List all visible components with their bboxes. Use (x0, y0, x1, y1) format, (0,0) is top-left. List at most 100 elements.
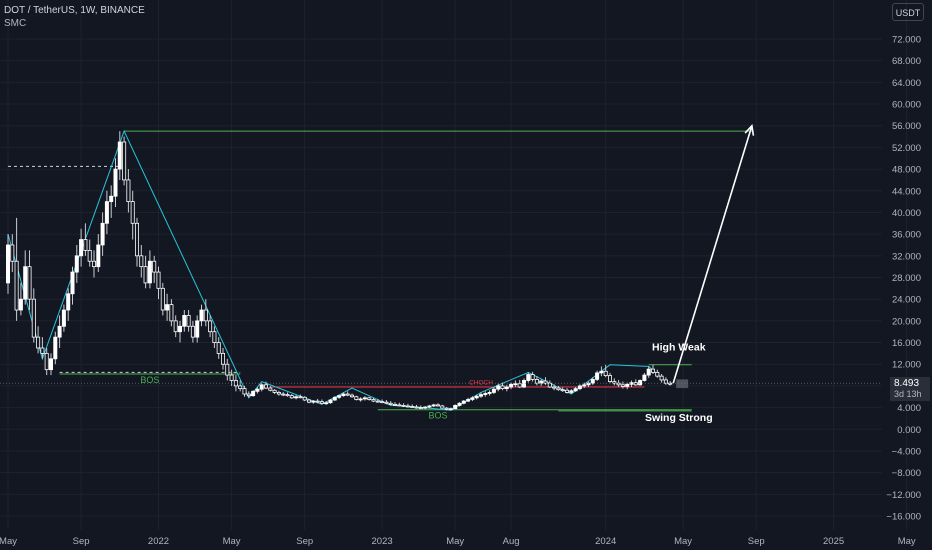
candle-body (160, 287, 165, 311)
candle-body (332, 396, 337, 401)
candle-body (319, 401, 324, 404)
candle-body (362, 397, 367, 400)
candle-body (259, 384, 264, 390)
current-zone (676, 379, 689, 389)
y-tick-label: 44.000 (892, 186, 921, 197)
candle-body (444, 407, 449, 410)
candle-body (453, 405, 458, 410)
candle-body (380, 401, 385, 404)
candle-body (6, 244, 11, 284)
candle-body (10, 244, 15, 262)
candles (6, 131, 673, 411)
candle-body (27, 266, 32, 300)
candle-body (66, 293, 71, 311)
candle-body (560, 389, 565, 392)
projection-arrowhead (744, 123, 755, 136)
candle-body (401, 405, 406, 407)
candle-body (53, 336, 58, 360)
y-tick-label: −8.000 (892, 468, 921, 479)
candle-body (276, 392, 281, 395)
y-tick-label: 20.000 (892, 316, 921, 327)
candle-body (530, 374, 535, 380)
y-tick-label: 28.000 (892, 273, 921, 284)
candle-body (229, 374, 234, 381)
candle-body (345, 393, 350, 396)
candle-body (668, 382, 673, 385)
candle-body (392, 403, 397, 406)
candle-body (577, 385, 582, 390)
x-axis: May Sep 2022 May Sep 2023 May Aug 2024 May Sep 2025… (0, 536, 916, 547)
y-tick-label: 36.000 (892, 230, 921, 241)
candle-body (324, 402, 329, 405)
last-price-badge: 8.493 3d 13h (890, 377, 930, 401)
candle-body (427, 405, 432, 408)
candle-body (173, 320, 178, 333)
x-tick-label: 2023 (372, 536, 393, 547)
candle-body (152, 260, 157, 273)
candle-body (663, 379, 668, 384)
candle-body (147, 260, 152, 284)
x-tick-label: 2024 (595, 536, 616, 547)
candle-body (552, 386, 557, 389)
candle-body (165, 304, 170, 311)
candle-body (509, 383, 514, 388)
candle-body (418, 407, 423, 409)
candle-body (14, 260, 19, 311)
annotation-label: Swing Strong (645, 412, 713, 424)
zigzag-lines (7, 129, 671, 411)
candle-body (474, 395, 479, 399)
candle-body (625, 383, 630, 387)
candle-body (410, 406, 415, 408)
candle-body (289, 395, 294, 399)
candle-body (371, 399, 376, 402)
candle-body (470, 397, 475, 400)
candle-body (354, 396, 359, 400)
candle-body (573, 388, 578, 392)
candle-body (547, 382, 552, 388)
y-tick-label: 4.000 (897, 403, 921, 414)
candle-body (18, 298, 23, 311)
candle-body (268, 387, 273, 391)
gridlines (0, 0, 908, 530)
candle-body (134, 222, 139, 257)
candle-body (513, 383, 518, 386)
annotation-label: BOS (140, 375, 159, 385)
candle-body (448, 408, 453, 411)
candle-body (44, 352, 49, 371)
candle-body (23, 266, 28, 300)
currency-button[interactable]: USDT (892, 3, 924, 21)
y-tick-label: 56.000 (892, 121, 921, 132)
annotation-label: CHOCH (469, 379, 493, 386)
candle-body (496, 385, 501, 390)
candle-body (255, 388, 260, 392)
candle-body (457, 402, 462, 406)
candle-body (190, 325, 195, 338)
zigzag-line (7, 129, 671, 411)
candle-body (431, 404, 436, 407)
candle-body (526, 374, 531, 381)
candle-body (504, 386, 509, 390)
candle-body (182, 315, 187, 327)
candle-body (74, 255, 79, 273)
chart-title: DOT / TetherUS, 1W, BINANCE (4, 5, 145, 16)
candle-body (220, 352, 225, 365)
candle-body (565, 389, 570, 393)
candle-body (61, 309, 66, 327)
x-tick-label: Sep (73, 536, 90, 547)
candle-body (367, 397, 372, 400)
candle-body (92, 260, 97, 268)
candle-body (341, 393, 346, 397)
projection-arrow (672, 125, 753, 384)
x-tick-label: Sep (296, 536, 313, 547)
candle-body (556, 387, 561, 391)
candle-body (388, 402, 393, 405)
candle-body (375, 400, 380, 403)
x-tick-label: May (674, 536, 692, 547)
y-axis: 72.000 68.000 64.000 60.000 56.000 52.000 48.0… (886, 35, 921, 523)
candle-body (242, 388, 247, 395)
candle-body (169, 304, 174, 322)
candle-body (186, 315, 191, 327)
candle-body (311, 400, 316, 403)
y-tick-label: 68.000 (892, 56, 921, 67)
